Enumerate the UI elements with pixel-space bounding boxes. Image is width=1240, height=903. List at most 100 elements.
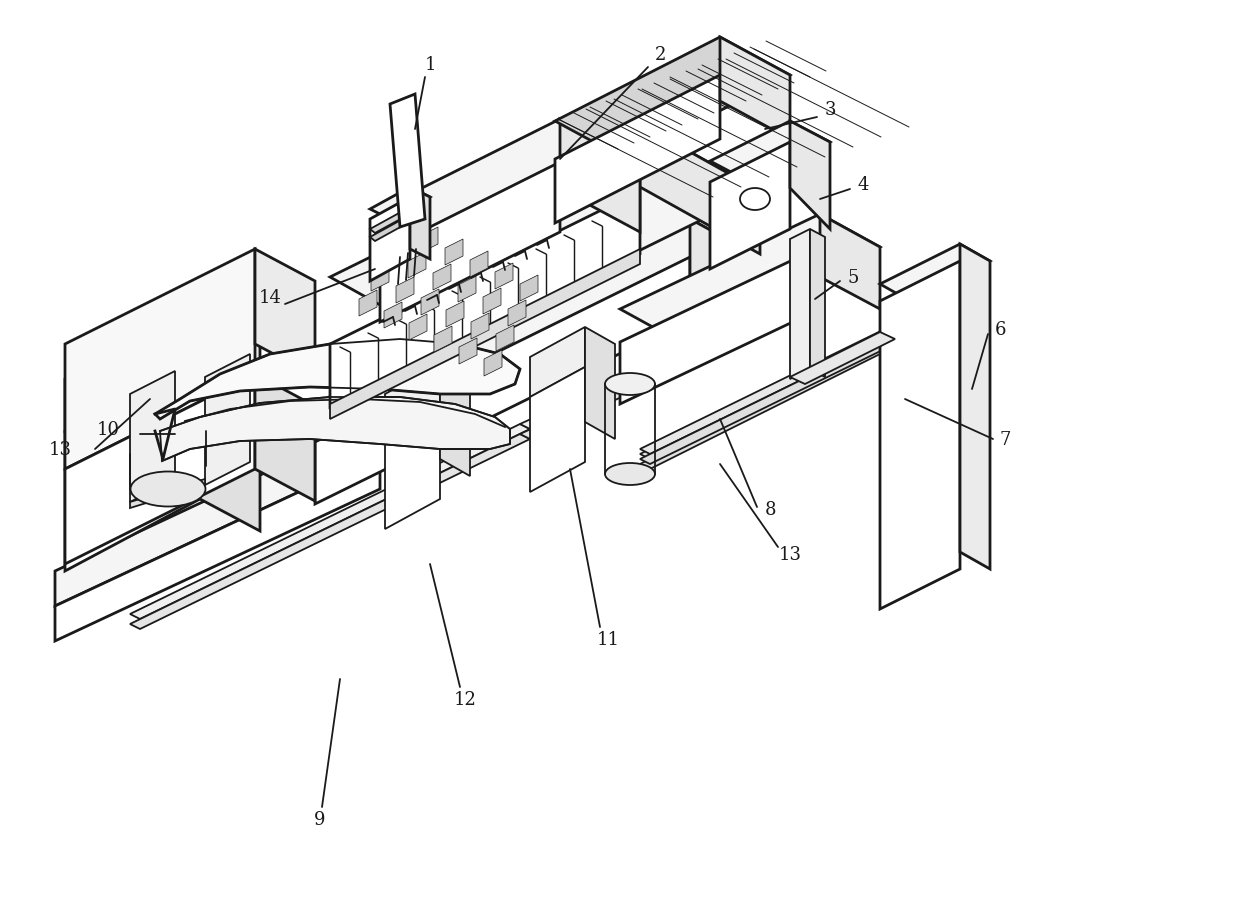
Polygon shape [640,335,905,464]
Text: 14: 14 [259,289,281,307]
Polygon shape [640,125,760,255]
Polygon shape [496,326,515,351]
Polygon shape [520,314,770,430]
Polygon shape [396,278,414,303]
Polygon shape [556,76,720,224]
Polygon shape [445,239,463,265]
Polygon shape [55,420,379,606]
Text: 8: 8 [764,500,776,518]
Polygon shape [315,219,760,442]
Ellipse shape [605,374,655,396]
Polygon shape [330,191,640,407]
Polygon shape [640,325,905,454]
Text: 7: 7 [999,431,1011,449]
Text: 12: 12 [454,690,476,708]
Polygon shape [408,253,427,279]
Polygon shape [384,405,440,529]
Polygon shape [330,125,760,345]
Polygon shape [810,229,825,377]
Polygon shape [484,289,501,314]
Polygon shape [330,250,640,420]
Polygon shape [370,208,415,234]
Polygon shape [422,290,439,316]
Text: 13: 13 [779,545,801,563]
Polygon shape [379,120,640,253]
Polygon shape [960,245,990,570]
Polygon shape [130,424,529,619]
Polygon shape [484,350,502,377]
Polygon shape [880,245,990,302]
Polygon shape [433,265,451,291]
Polygon shape [495,264,513,290]
Polygon shape [379,163,560,322]
Text: 1: 1 [424,56,435,74]
Polygon shape [64,250,255,470]
Polygon shape [790,229,810,379]
Polygon shape [459,339,477,365]
Polygon shape [384,303,402,329]
Polygon shape [370,198,410,282]
Polygon shape [410,188,430,260]
Polygon shape [255,375,315,501]
Polygon shape [205,355,250,486]
Text: 5: 5 [847,269,858,286]
Polygon shape [384,365,440,434]
Polygon shape [440,365,470,477]
Polygon shape [620,215,880,342]
Polygon shape [155,340,520,420]
Polygon shape [255,250,315,377]
Polygon shape [720,38,790,140]
Ellipse shape [885,330,900,340]
Polygon shape [640,340,900,470]
Polygon shape [640,330,900,460]
Text: 2: 2 [655,46,666,64]
Polygon shape [560,120,640,233]
Polygon shape [820,215,880,310]
Polygon shape [370,216,415,242]
Polygon shape [200,308,260,392]
Ellipse shape [605,463,655,486]
Polygon shape [64,375,255,564]
Text: 13: 13 [48,441,72,459]
Polygon shape [520,275,538,302]
Polygon shape [383,241,401,266]
Polygon shape [556,38,790,160]
Text: 3: 3 [825,101,836,119]
Polygon shape [880,262,960,610]
Polygon shape [315,257,689,505]
Polygon shape [160,397,510,461]
Polygon shape [711,122,830,182]
Ellipse shape [740,189,770,210]
Text: 10: 10 [97,421,119,439]
Text: 6: 6 [994,321,1006,339]
Text: 9: 9 [314,810,326,828]
Ellipse shape [130,472,206,507]
Polygon shape [130,372,175,502]
Polygon shape [470,252,489,278]
Polygon shape [370,188,430,219]
Text: 4: 4 [857,176,869,194]
Polygon shape [409,314,427,340]
Text: 11: 11 [596,630,620,648]
Polygon shape [446,302,464,328]
Polygon shape [529,328,585,397]
Polygon shape [396,216,413,242]
Polygon shape [585,328,615,440]
Polygon shape [529,368,585,492]
Polygon shape [508,301,526,327]
Polygon shape [379,420,420,474]
Polygon shape [130,434,529,629]
Polygon shape [420,228,438,254]
Polygon shape [130,479,205,508]
Polygon shape [711,143,790,270]
Polygon shape [434,327,453,352]
Polygon shape [620,247,820,405]
Polygon shape [471,313,489,340]
Polygon shape [458,276,476,303]
Polygon shape [790,122,830,229]
Polygon shape [55,454,379,641]
Polygon shape [520,325,770,440]
Polygon shape [64,359,200,572]
Polygon shape [689,219,760,320]
Polygon shape [200,359,260,531]
